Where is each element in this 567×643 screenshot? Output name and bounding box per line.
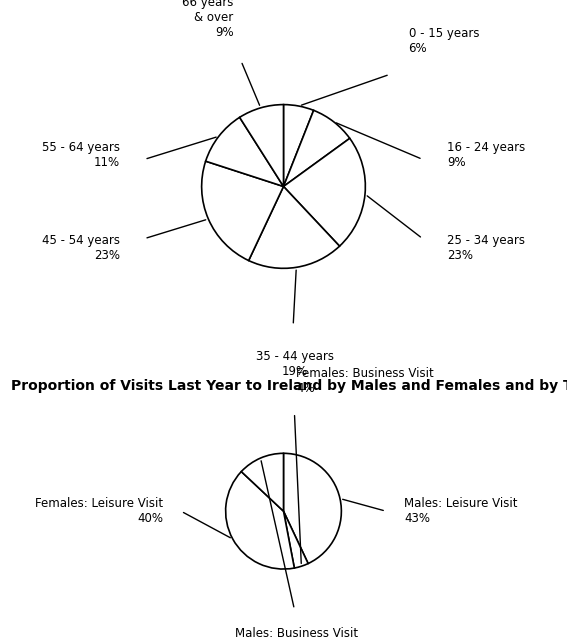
Text: Males: Leisure Visit
43%: Males: Leisure Visit 43% [404, 497, 518, 525]
Wedge shape [284, 511, 308, 568]
Text: 35 - 44 years
19%: 35 - 44 years 19% [256, 350, 334, 378]
Text: 25 - 34 years
23%: 25 - 34 years 23% [447, 234, 525, 262]
Text: Males: Business Visit
13%: Males: Business Visit 13% [235, 627, 358, 643]
Text: 45 - 54 years
23%: 45 - 54 years 23% [42, 234, 120, 262]
Wedge shape [284, 105, 314, 186]
Wedge shape [284, 138, 365, 246]
Wedge shape [226, 471, 294, 569]
Wedge shape [284, 453, 341, 563]
Text: 0 - 15 years
6%: 0 - 15 years 6% [409, 26, 479, 55]
Text: 66 years
& over
9%: 66 years & over 9% [182, 0, 234, 39]
Wedge shape [249, 186, 340, 268]
Wedge shape [284, 111, 350, 186]
Wedge shape [206, 118, 284, 186]
Text: 16 - 24 years
9%: 16 - 24 years 9% [447, 141, 526, 168]
Text: 55 - 64 years
11%: 55 - 64 years 11% [42, 141, 120, 168]
Wedge shape [202, 161, 284, 260]
Text: Proportion of Visits Last Year to Ireland by Males and Females and by Type of Vi: Proportion of Visits Last Year to Irelan… [11, 379, 567, 394]
Text: Females: Business Visit
4%: Females: Business Visit 4% [297, 367, 434, 395]
Wedge shape [240, 105, 284, 186]
Text: Females: Leisure Visit
40%: Females: Leisure Visit 40% [35, 497, 163, 525]
Wedge shape [242, 453, 284, 511]
